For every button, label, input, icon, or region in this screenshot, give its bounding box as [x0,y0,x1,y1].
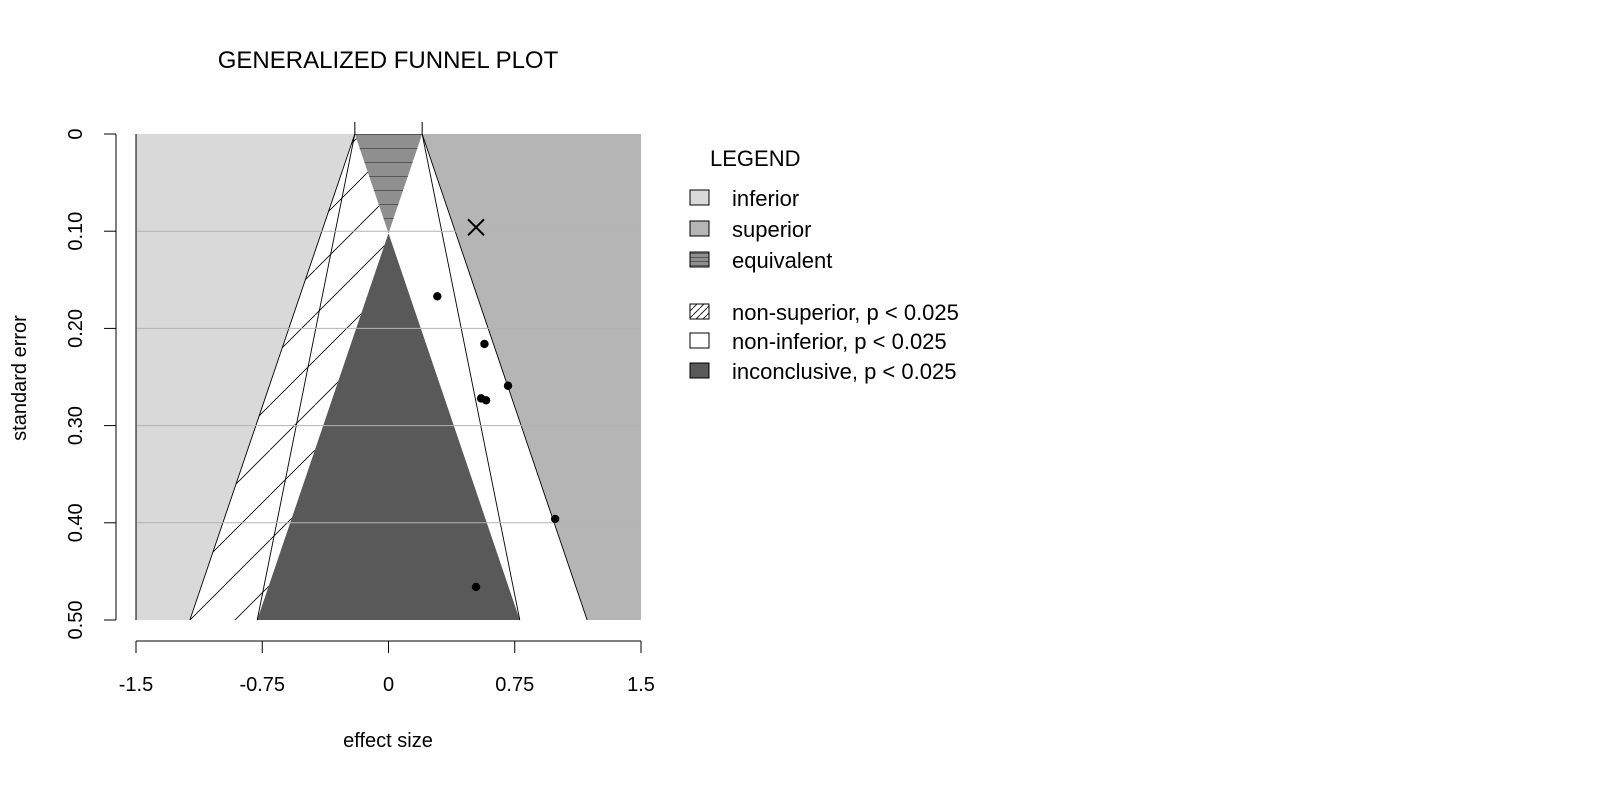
non-superior-region [189,134,389,620]
pooled-estimate-stroke [467,218,485,237]
funnel-right-edge [421,133,588,621]
axes: -1.5 -0.75 0 0.75 1.5 0 0.10 0.20 0.30 0.40 0.50 [65,128,655,696]
data-point [503,381,513,390]
x-tick-label: -0.75 [239,674,285,696]
y-tick-label: 0.30 [65,406,87,445]
grid-lines [135,134,641,620]
legend-label: superior [732,217,811,242]
legend-label: inferior [732,186,799,211]
y-tick-label: 0.40 [65,503,87,542]
legend-item: inferior [689,186,799,211]
y-tick-label: 0.20 [65,309,87,348]
data-point [481,396,491,405]
legend-label: inconclusive, p < 0.025 [732,359,956,384]
data-point [480,339,489,349]
data-points [433,218,560,592]
x-tick-label: -1.5 [119,674,153,696]
legend-label: non-superior, p < 0.025 [732,300,959,325]
data-point [471,582,481,592]
equivalent-hatch [354,134,423,234]
chart-title: GENERALIZED FUNNEL PLOT [218,47,559,74]
legend-item: non-superior, p < 0.025 [689,300,959,325]
legend-title: LEGEND [710,146,800,171]
legend-swatch [689,362,710,379]
funnel-inner-right-edge [421,133,521,621]
funnel-inner-left-edge [256,133,356,621]
data-point [433,292,442,301]
legend-swatch-hatch [689,303,710,320]
legend-swatch-hatch [689,251,710,268]
pooled-estimate-marker [467,218,485,237]
legend-swatch [689,332,710,349]
y-axis-label: standard error [9,315,31,441]
x-tick-label: 1.5 [627,674,655,696]
y-tick-label: 0 [65,128,87,139]
x-axis-label: effect size [343,730,433,752]
legend: LEGEND inferior superior equivalent non-sup… [689,146,959,384]
data-point [550,514,560,524]
y-tick-label: 0.50 [65,601,87,640]
legend-label: non-inferior, p < 0.025 [732,329,947,354]
y-tick-label: 0.10 [65,212,87,251]
legend-item: inconclusive, p < 0.025 [689,359,956,384]
plot-regions [136,122,641,621]
legend-item: superior [689,217,811,242]
legend-swatch [689,189,710,206]
x-tick-label: 0.75 [495,674,534,696]
legend-item: non-inferior, p < 0.025 [689,329,947,354]
x-tick-label: 0 [383,674,394,696]
legend-label: equivalent [732,248,832,273]
legend-swatch [689,220,710,237]
legend-item: equivalent [689,248,832,273]
funnel-left-edge [189,133,356,621]
